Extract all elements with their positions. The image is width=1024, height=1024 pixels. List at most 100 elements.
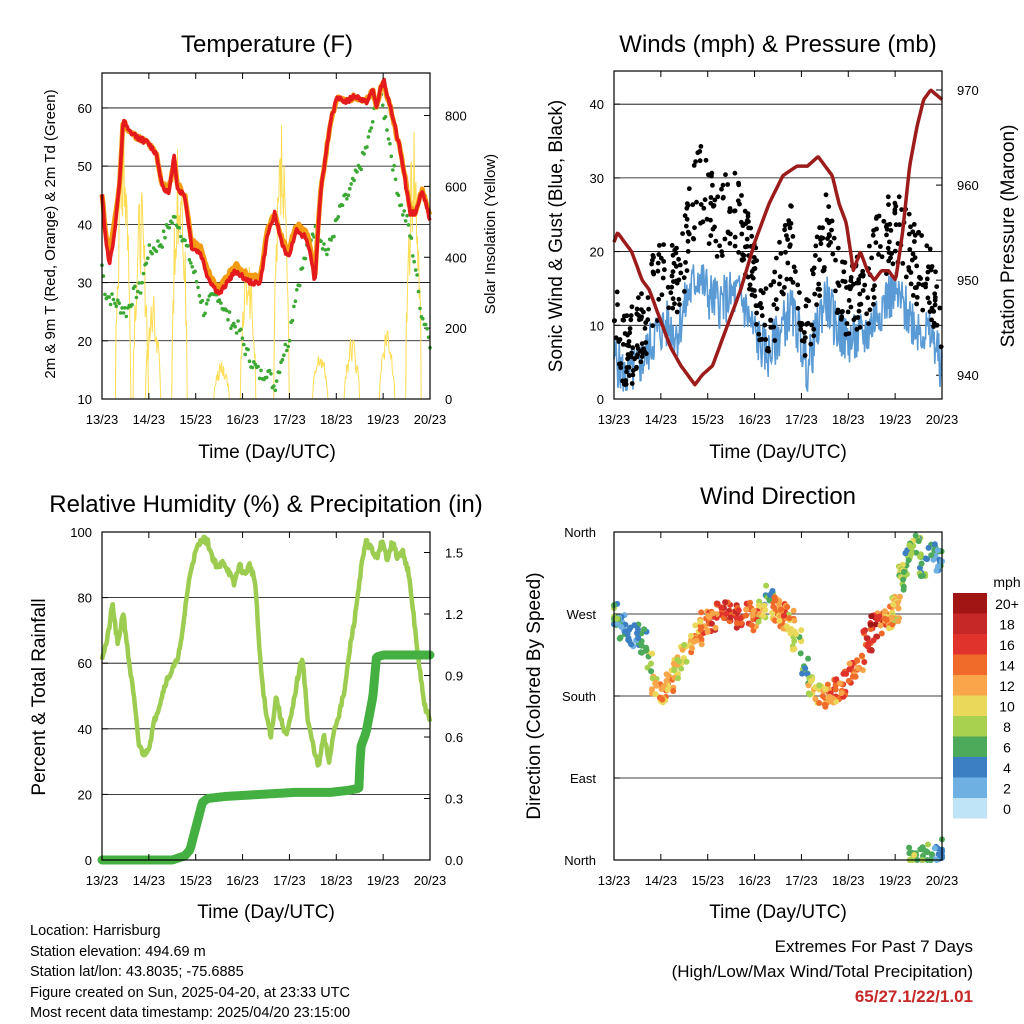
gust-point bbox=[745, 211, 751, 217]
gust-point bbox=[670, 269, 676, 275]
direction-point bbox=[714, 600, 721, 607]
dewpoint-point bbox=[406, 223, 411, 227]
gust-point bbox=[692, 225, 697, 231]
dewpoint-point bbox=[190, 265, 194, 269]
gust-point bbox=[639, 341, 645, 346]
gust-point bbox=[846, 298, 852, 303]
gust-point bbox=[638, 316, 644, 322]
gust-point bbox=[727, 206, 733, 211]
dewpoint-point bbox=[179, 234, 183, 239]
x-tick-label: 15/23 bbox=[179, 412, 212, 427]
gust-point bbox=[855, 315, 861, 320]
y-tick-label: West bbox=[567, 607, 597, 622]
gust-point bbox=[656, 296, 662, 302]
gust-point bbox=[732, 234, 738, 240]
gust-point bbox=[774, 306, 780, 312]
temp-9m-line bbox=[99, 80, 433, 293]
gust-point bbox=[676, 256, 681, 262]
direction-point bbox=[791, 638, 798, 644]
gust-point bbox=[811, 326, 817, 332]
gust-point bbox=[768, 318, 774, 323]
gust-point bbox=[684, 205, 690, 211]
gust-point bbox=[795, 305, 801, 311]
gust-point bbox=[624, 342, 630, 348]
direction-point bbox=[743, 612, 749, 619]
gust-point bbox=[778, 251, 784, 256]
y-tick-label: North bbox=[564, 853, 596, 868]
direction-point bbox=[709, 610, 716, 617]
gust-point bbox=[925, 269, 931, 275]
dewpoint-point bbox=[256, 364, 260, 369]
direction-point bbox=[908, 550, 915, 557]
gust-point bbox=[781, 291, 786, 297]
legend-swatch bbox=[953, 777, 987, 798]
gust-point bbox=[736, 180, 741, 186]
dewpoint-point bbox=[292, 304, 296, 309]
dewpoint-point bbox=[120, 306, 124, 310]
direction-point bbox=[776, 617, 783, 624]
gust-point bbox=[709, 170, 715, 176]
legend-swatch bbox=[953, 593, 987, 614]
gust-point bbox=[787, 242, 793, 248]
direction-point bbox=[618, 623, 625, 630]
direction-point bbox=[816, 682, 823, 689]
plot-frame bbox=[613, 70, 943, 400]
gust-point bbox=[910, 229, 916, 235]
gust-point bbox=[927, 246, 933, 252]
gust-point bbox=[749, 287, 755, 292]
gust-point bbox=[683, 223, 689, 229]
gust-point bbox=[649, 261, 654, 267]
gust-point bbox=[666, 305, 672, 311]
gust-point bbox=[774, 255, 779, 261]
dewpoint-point bbox=[285, 348, 289, 353]
x-tick-label: 16/23 bbox=[738, 412, 771, 427]
dewpoint-point bbox=[349, 182, 354, 186]
legend-label: 18 bbox=[999, 617, 1015, 633]
gust-point bbox=[857, 302, 862, 307]
dewpoint-point bbox=[409, 236, 414, 240]
x-tick-label: 16/23 bbox=[226, 412, 259, 427]
gust-point bbox=[919, 233, 924, 238]
gust-point bbox=[670, 296, 676, 302]
direction-point bbox=[783, 623, 790, 630]
direction-point bbox=[789, 646, 796, 653]
direction-point bbox=[822, 686, 829, 692]
x-tick-label: 17/23 bbox=[785, 412, 818, 427]
gust-point bbox=[634, 354, 640, 360]
dewpoint-point bbox=[161, 229, 166, 233]
gust-point bbox=[759, 305, 764, 311]
dewpoint-point bbox=[383, 115, 388, 119]
gust-point bbox=[887, 239, 892, 245]
gust-point bbox=[811, 333, 817, 339]
x-tick-label: 19/23 bbox=[879, 412, 912, 427]
gust-point bbox=[789, 203, 794, 209]
gust-point bbox=[754, 258, 759, 263]
gust-point bbox=[668, 290, 674, 296]
gust-point bbox=[720, 195, 726, 201]
gust-point bbox=[685, 249, 691, 254]
gust-point bbox=[755, 303, 761, 308]
gust-point bbox=[731, 208, 737, 214]
direction-point bbox=[712, 624, 719, 631]
direction-point bbox=[867, 626, 874, 633]
gust-point bbox=[625, 356, 630, 362]
x-tick-label: 13/23 bbox=[86, 412, 119, 427]
gust-point bbox=[703, 157, 709, 163]
gust-point bbox=[866, 321, 871, 326]
winds-right-ylabel: Station Pressure (Maroon) bbox=[998, 125, 1019, 348]
direction-point bbox=[674, 656, 681, 663]
gust-point bbox=[833, 257, 838, 263]
gust-point bbox=[788, 221, 794, 226]
gust-point bbox=[835, 245, 841, 251]
gust-point bbox=[727, 241, 733, 246]
gust-point bbox=[630, 372, 636, 378]
dewpoint-point bbox=[370, 120, 375, 124]
gust-point bbox=[826, 232, 832, 237]
gust-point bbox=[678, 270, 684, 276]
gust-point bbox=[884, 232, 889, 238]
dewpoint-point bbox=[232, 321, 236, 326]
station-latlon: Station lat/lon: 43.8035; -75.6885 bbox=[30, 964, 244, 980]
gust-point bbox=[698, 220, 703, 226]
gust-point bbox=[814, 302, 819, 308]
dewpoint-point bbox=[183, 238, 187, 243]
